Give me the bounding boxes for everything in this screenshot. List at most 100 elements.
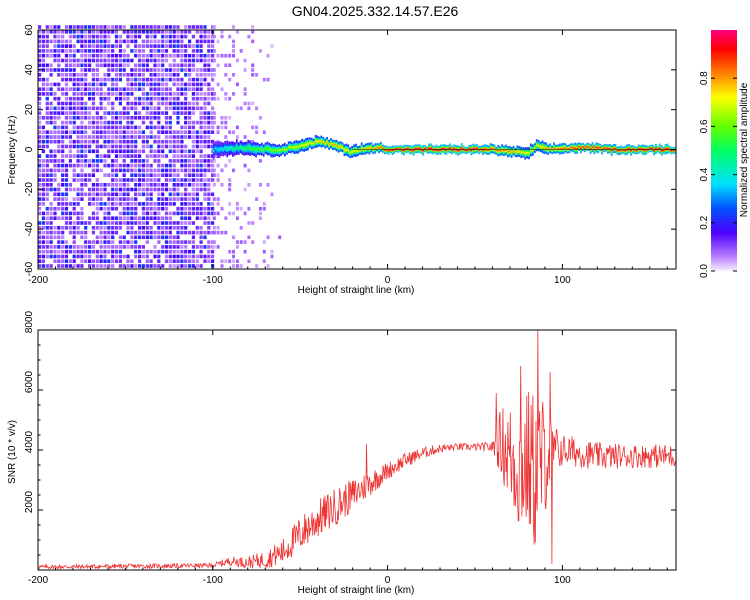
spectrogram-cell bbox=[199, 187, 203, 192]
spectrogram-band-cell bbox=[343, 149, 346, 152]
spectrogram-cell bbox=[180, 202, 184, 206]
spectrogram-cell bbox=[145, 192, 149, 197]
spectrogram-cell bbox=[270, 254, 274, 259]
spectrogram-cell bbox=[145, 240, 149, 244]
spectrogram-cell bbox=[212, 240, 216, 244]
spectrogram-cell bbox=[118, 221, 122, 225]
spectrogram-cell bbox=[149, 178, 153, 182]
spectrogram-cell bbox=[180, 221, 184, 225]
spectrogram-cell bbox=[145, 111, 149, 115]
spectrogram-cell bbox=[134, 249, 138, 254]
spectrogram-cell bbox=[161, 44, 165, 48]
spectrogram-cell bbox=[145, 173, 149, 177]
spectrogram-cell bbox=[41, 163, 45, 168]
spectrogram-cell bbox=[220, 34, 224, 39]
spectrogram-band-cell bbox=[591, 146, 594, 148]
spectrogram-cell bbox=[38, 226, 42, 230]
spectrogram-cell bbox=[176, 101, 180, 106]
spectrogram-cell bbox=[141, 187, 145, 192]
spectrogram-cell bbox=[49, 159, 53, 163]
spectrogram-cell bbox=[80, 168, 84, 173]
spectrogram-cell bbox=[164, 87, 169, 91]
spectrogram-cell bbox=[61, 139, 65, 144]
spectrogram-cell bbox=[91, 92, 95, 96]
spectrogram-cell bbox=[126, 264, 130, 268]
spectrogram-cell bbox=[118, 130, 122, 134]
spectrogram-cell bbox=[126, 206, 130, 211]
spectrogram-cell bbox=[130, 197, 134, 201]
spectrogram-cell bbox=[134, 197, 138, 201]
spectrogram-cell bbox=[53, 120, 57, 125]
spectrogram-cell bbox=[41, 135, 45, 139]
spectrogram-band-cell bbox=[312, 142, 315, 145]
spectrogram-cell bbox=[211, 34, 215, 39]
spectrogram-cell bbox=[141, 178, 145, 182]
spectrogram-band-cell bbox=[501, 149, 503, 151]
spectrogram-cell bbox=[61, 144, 65, 149]
spectrogram-cell bbox=[49, 264, 53, 268]
spectrogram-cell bbox=[130, 92, 134, 96]
spectrogram-cell bbox=[114, 135, 119, 139]
spectrogram-cell bbox=[118, 249, 122, 254]
spectrogram-cell bbox=[168, 221, 172, 225]
spectrogram-cell bbox=[41, 34, 45, 39]
spectrogram-cell bbox=[164, 168, 169, 173]
spectrogram-cell bbox=[118, 254, 122, 259]
spectrogram-cell bbox=[176, 226, 180, 230]
spectrogram-cell bbox=[180, 125, 184, 130]
spectrogram-cell bbox=[118, 111, 122, 115]
spectrogram-cell bbox=[161, 49, 165, 53]
spectrogram-cell bbox=[172, 197, 176, 201]
spectrogram-cell bbox=[72, 254, 76, 259]
spectrogram-cell bbox=[184, 87, 188, 91]
spectrogram-cell bbox=[68, 221, 72, 225]
spectrogram-cell bbox=[114, 34, 119, 39]
spectrogram-cell bbox=[111, 125, 115, 130]
spectrogram-cell bbox=[184, 163, 188, 168]
spectrogram-cell bbox=[220, 125, 224, 130]
spectrogram-cell bbox=[64, 49, 69, 53]
spectrogram-cell bbox=[99, 144, 103, 149]
spectrogram-cell bbox=[138, 116, 142, 120]
spectrogram-cell bbox=[172, 249, 176, 254]
spectrogram-band-cell bbox=[449, 147, 452, 150]
spectrogram-cell bbox=[203, 101, 207, 106]
spectrogram-cell bbox=[134, 159, 138, 163]
spectrogram-cell bbox=[145, 34, 149, 39]
spectrogram-cell bbox=[157, 173, 161, 177]
spectrogram-cell bbox=[188, 259, 192, 263]
spectrogram-cell bbox=[232, 259, 235, 263]
spectrogram-cell bbox=[138, 96, 142, 101]
spectrogram-cell bbox=[149, 135, 153, 139]
spectrogram-cell bbox=[84, 125, 88, 130]
spectrogram-band-cell bbox=[374, 147, 377, 150]
spectrogram-cell bbox=[207, 202, 211, 206]
spectrogram-cell bbox=[145, 44, 149, 48]
spectrogram-cell bbox=[224, 259, 228, 263]
spectrogram-cell bbox=[118, 168, 122, 173]
spectrogram-cell bbox=[168, 130, 172, 134]
spectrogram-cell bbox=[57, 235, 61, 240]
spectrogram-cell bbox=[64, 73, 69, 77]
spectrogram-cell bbox=[111, 159, 115, 163]
spectrogram-cell bbox=[188, 154, 192, 158]
spectrogram-cell bbox=[188, 135, 192, 139]
spectrogram-cell bbox=[49, 111, 53, 115]
spectrogram-cell bbox=[188, 58, 192, 63]
spectrogram-cell bbox=[195, 73, 199, 77]
spectrogram-cell bbox=[68, 183, 72, 187]
spectrogram-cell bbox=[72, 49, 76, 53]
spectrogram-cell bbox=[216, 245, 220, 249]
spectrogram-cell bbox=[72, 144, 76, 149]
spectrogram-cell bbox=[45, 154, 49, 158]
spectrogram-cell bbox=[72, 130, 76, 134]
spectrogram-cell bbox=[195, 183, 199, 187]
spectrogram-cell bbox=[49, 53, 53, 58]
spectrogram-cell bbox=[72, 163, 76, 168]
spectrogram-cell bbox=[134, 135, 138, 139]
spectrogram-cell bbox=[180, 197, 184, 201]
spectrogram-cell bbox=[138, 183, 142, 187]
spectrogram-cell bbox=[164, 44, 169, 48]
spectrogram-cell bbox=[114, 120, 119, 125]
spectrogram-cell bbox=[107, 44, 111, 48]
